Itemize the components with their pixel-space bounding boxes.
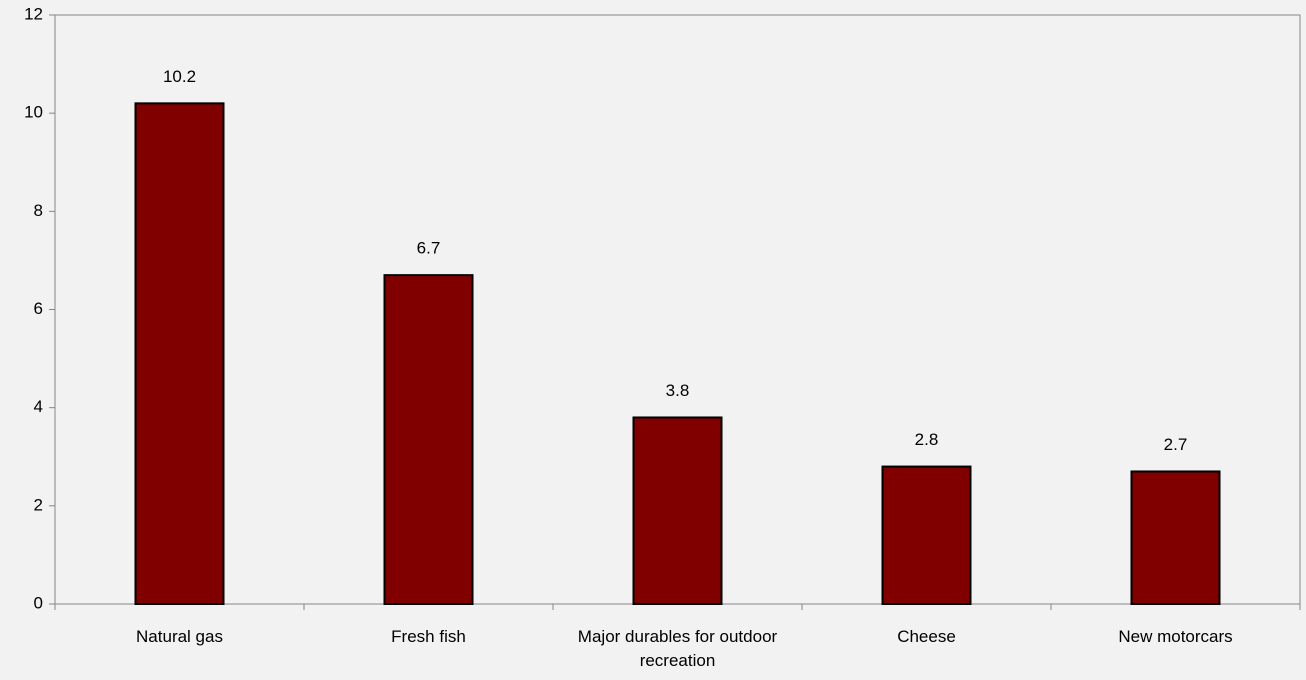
data-label: 2.7 [1164,435,1188,454]
x-tick-label: Cheese [897,627,956,646]
data-label: 2.8 [915,430,939,449]
x-tick-label: New motorcars [1118,627,1233,646]
bar [383,274,474,605]
data-label: 6.7 [417,239,441,258]
data-label: 3.8 [666,381,690,400]
y-tick-label: 0 [34,593,43,612]
y-tick-label: 10 [24,103,43,122]
y-tick-label: 12 [24,4,43,23]
x-tick-label: Natural gas [136,627,223,646]
bar [632,416,723,605]
bar [1130,470,1221,605]
y-tick-label: 6 [34,299,43,318]
bar [881,465,972,606]
y-tick-label: 2 [34,495,43,514]
x-tick-label: Fresh fish [391,627,466,646]
bar [134,102,225,605]
data-label: 10.2 [163,67,196,86]
y-tick-label: 4 [34,397,43,416]
x-tick-label: Major durables for outdoor recreation [577,627,778,670]
y-tick-label: 8 [34,201,43,220]
